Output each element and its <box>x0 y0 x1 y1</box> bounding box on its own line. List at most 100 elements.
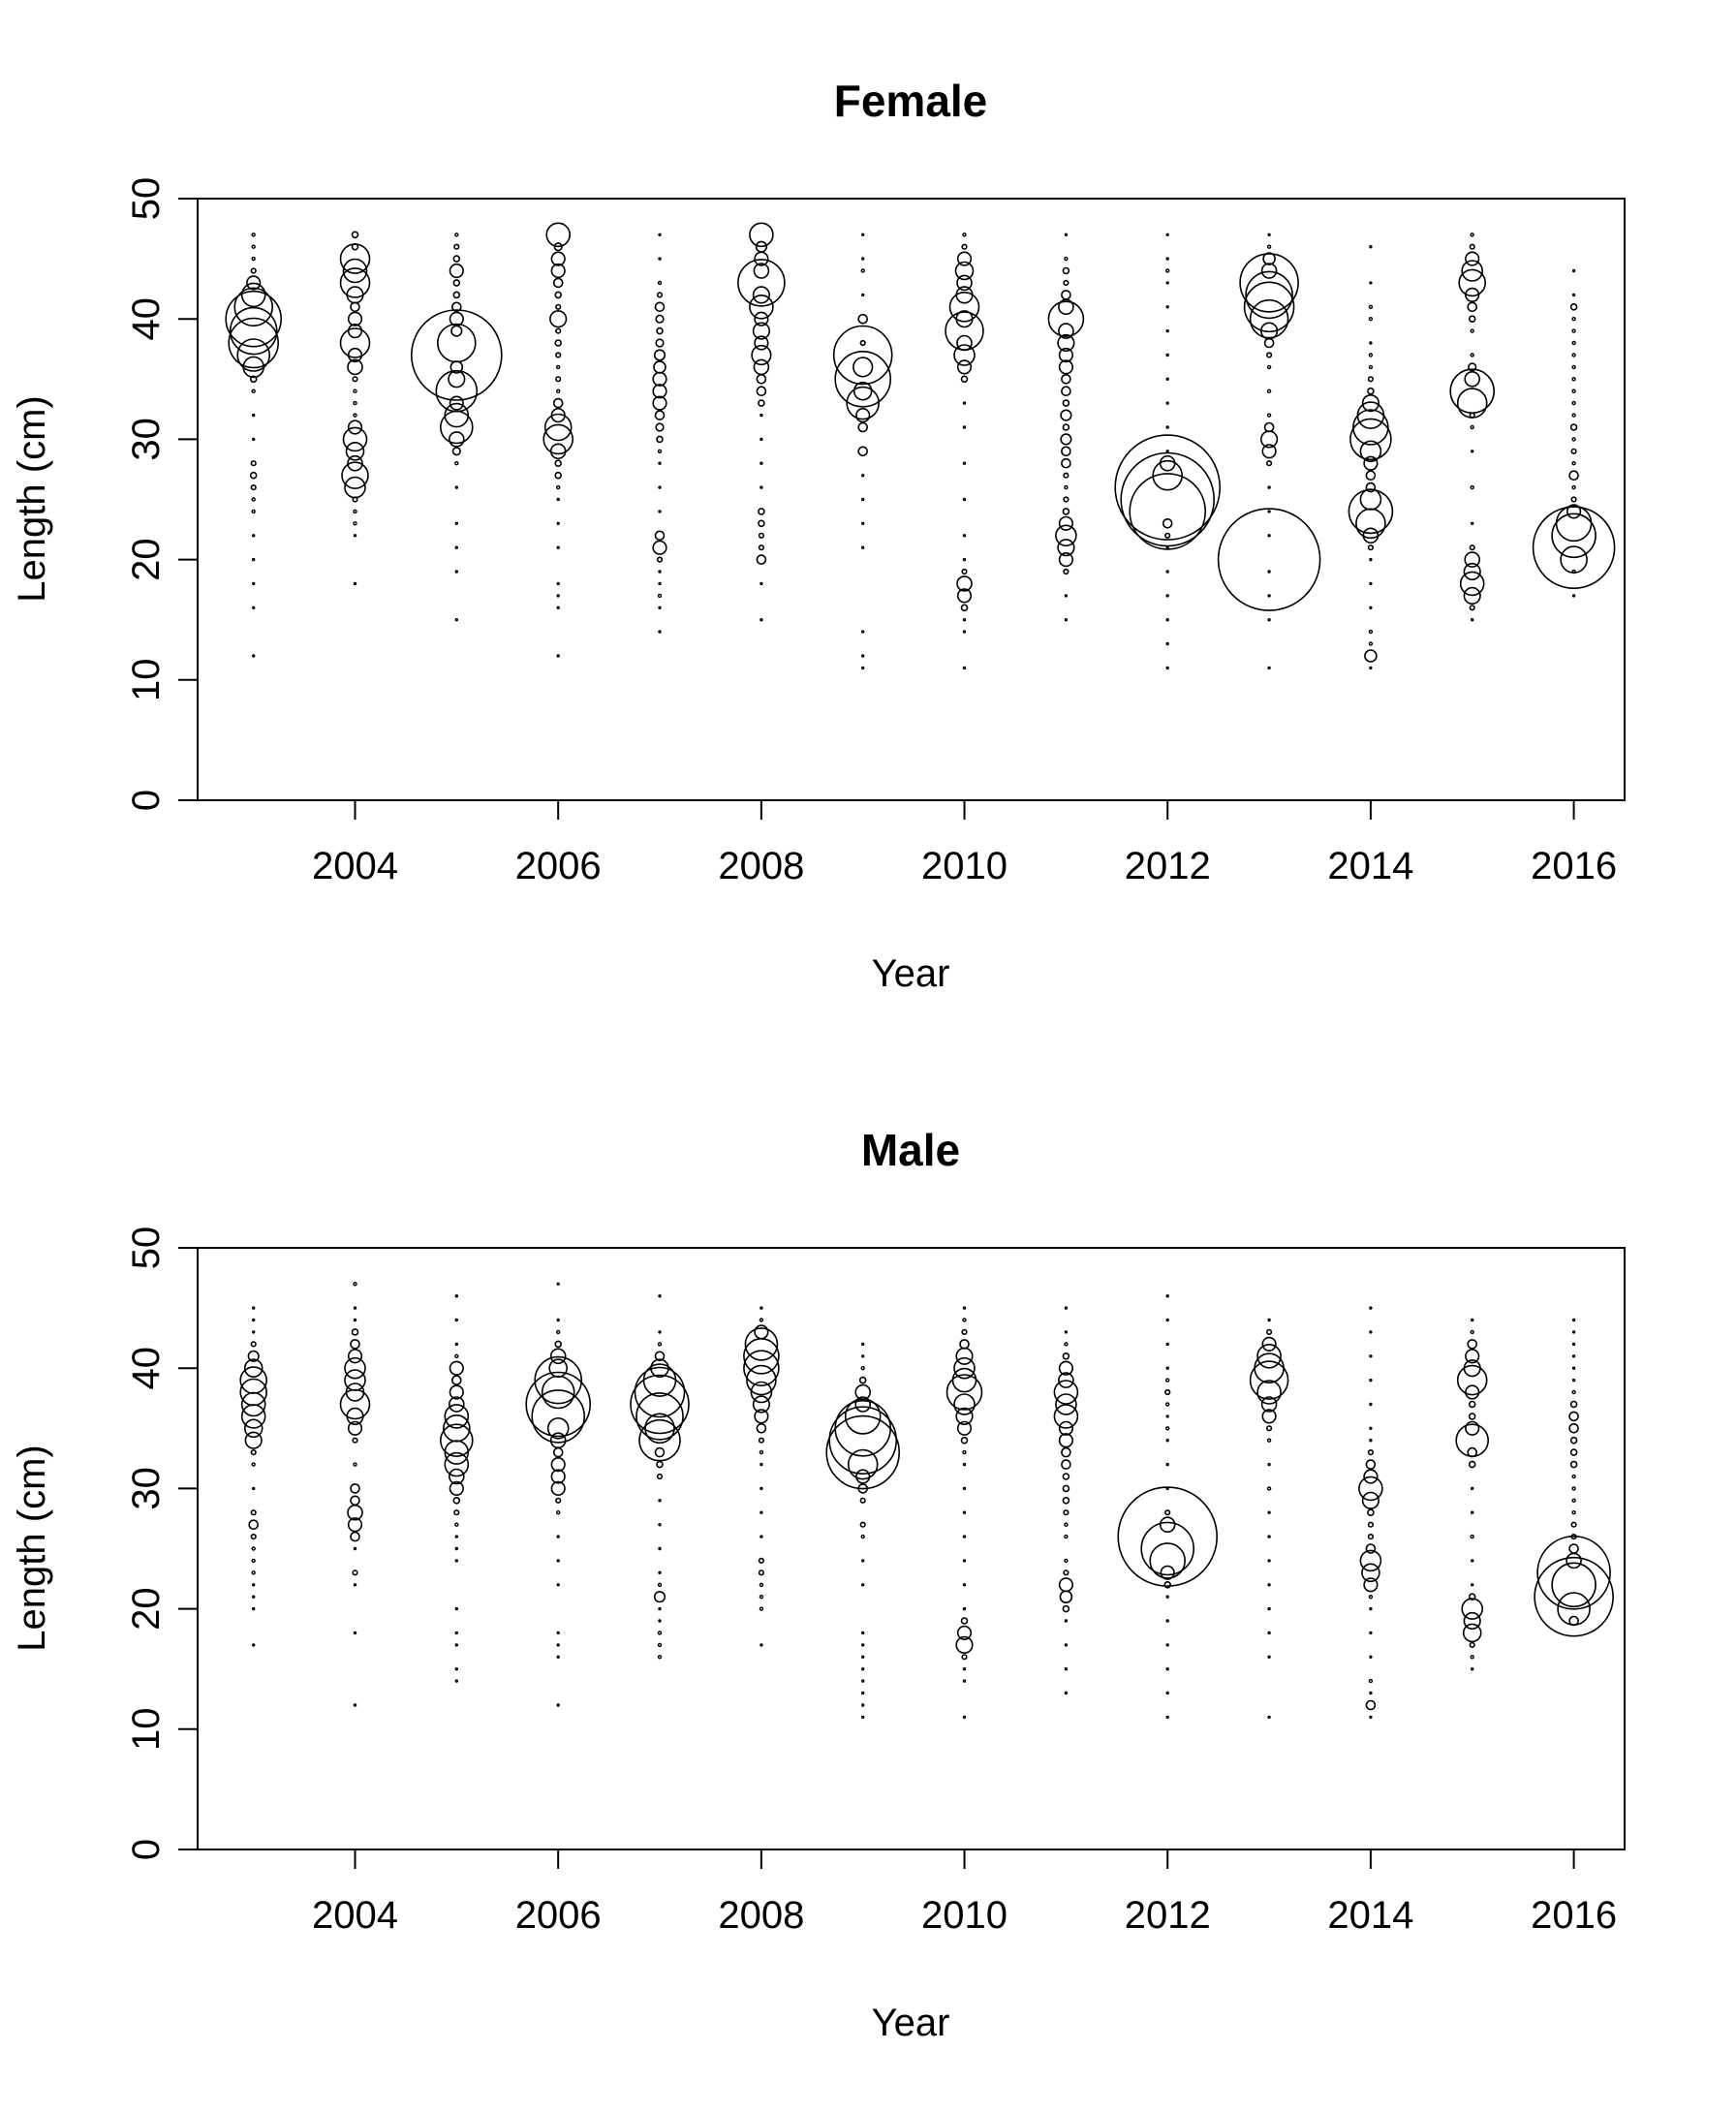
bubble-point <box>1570 1521 1577 1528</box>
bubble-point <box>656 556 664 563</box>
bubble-point <box>656 1460 664 1469</box>
bubble-point <box>246 275 262 291</box>
bubble-point <box>638 1418 681 1462</box>
bubble-point <box>342 426 368 452</box>
bubble-point <box>1470 1655 1474 1660</box>
bubble-point <box>542 423 574 455</box>
bubble-point <box>1061 1459 1071 1470</box>
bubble-point <box>1469 1641 1475 1648</box>
bubble-point <box>1262 252 1276 265</box>
bubble-point <box>1361 394 1380 413</box>
bubble-point <box>1165 1595 1169 1599</box>
bubble-point <box>852 357 874 378</box>
bubble-point <box>654 1351 666 1362</box>
y-tick-label: 10 <box>125 1708 168 1752</box>
bubble-point <box>1361 1563 1380 1583</box>
bubble-point <box>658 1293 662 1298</box>
bubble-point <box>758 519 765 528</box>
bubble-point <box>861 257 865 261</box>
bubble-point <box>243 1358 264 1378</box>
bubble-point <box>1470 1486 1474 1491</box>
bubble-point <box>1164 1388 1171 1396</box>
bubble-point <box>1165 1619 1169 1623</box>
bubble-point <box>1261 1336 1277 1352</box>
bubble-point <box>1458 268 1486 297</box>
bubble-point <box>1062 399 1070 407</box>
bubble-point <box>556 1583 560 1587</box>
bubble-point <box>1047 300 1085 338</box>
bubble-point <box>962 666 967 670</box>
bubble-point <box>239 1378 268 1407</box>
bubble-point <box>961 243 968 250</box>
bubble-point <box>760 1510 763 1514</box>
bubble-point <box>1058 347 1073 363</box>
bubble-point <box>861 1666 865 1671</box>
bubble-point <box>1064 1342 1069 1347</box>
bubble-point <box>1367 1533 1374 1540</box>
y-axis: 0 10 20 30 40 50 <box>125 177 198 811</box>
bubble-point <box>1462 1623 1482 1643</box>
bubble-point <box>1571 413 1576 418</box>
bubble-point <box>1551 513 1596 559</box>
bubble-point <box>1064 1330 1069 1334</box>
bubble-point <box>350 1531 360 1542</box>
bubble-point <box>1569 302 1578 311</box>
bubble-point <box>1164 1402 1170 1407</box>
bubble-point <box>962 461 967 465</box>
bubble-point <box>852 381 873 401</box>
bubble-point <box>1463 1611 1481 1631</box>
bubble-point <box>1165 594 1169 598</box>
bubble-point <box>962 1318 967 1322</box>
bubble-point <box>1361 1491 1380 1509</box>
bubble-point <box>760 1306 763 1310</box>
bubble-point <box>1267 594 1271 598</box>
bubble-point <box>1469 243 1475 250</box>
bubble-point <box>1571 353 1576 357</box>
bubble-point <box>1470 618 1474 622</box>
bubble-point <box>1571 1378 1576 1383</box>
bubble-point <box>857 313 869 325</box>
bubble-point <box>760 618 763 622</box>
bubble-point <box>1267 1655 1271 1660</box>
bubble-point <box>644 1413 675 1445</box>
bubble-point <box>252 1583 256 1587</box>
bubble-point <box>956 575 973 592</box>
bubble-point <box>352 376 358 383</box>
bubble-point <box>1359 488 1382 511</box>
bubble-point <box>656 326 664 335</box>
bubble-point <box>554 471 563 480</box>
bubble-point <box>636 1392 684 1441</box>
bubble-point <box>436 323 477 363</box>
bubble-point <box>1463 562 1481 581</box>
bubble-point <box>658 606 662 609</box>
bubble-point <box>556 545 560 549</box>
bubble-point <box>1560 545 1588 574</box>
bubble-point <box>553 242 563 252</box>
bubble-point <box>1063 1509 1070 1516</box>
bubble-point <box>1569 423 1578 431</box>
bubble-point <box>658 1619 662 1623</box>
bubble-point <box>1165 257 1169 261</box>
bubble-point <box>554 339 563 347</box>
bubble-point <box>657 1655 663 1660</box>
bubble-point <box>342 258 368 284</box>
bubble-point <box>410 309 503 401</box>
bubble-point <box>861 1583 865 1587</box>
bubble-point <box>454 1559 458 1563</box>
bubble-point <box>1470 1510 1474 1514</box>
bubble-point <box>251 233 256 237</box>
bubble-point <box>861 1703 865 1707</box>
bubble-point <box>543 413 573 442</box>
bubble-point <box>857 421 869 433</box>
bubble-point <box>1359 440 1382 463</box>
bubble-point <box>1551 1562 1596 1608</box>
bubble-point <box>454 1535 458 1538</box>
bubble-point <box>550 1480 566 1496</box>
bubble-point <box>1064 1666 1069 1671</box>
bubble-point <box>353 1318 357 1322</box>
bubble-point <box>1566 504 1582 519</box>
bubble-point <box>1570 496 1577 503</box>
bubble-point <box>1369 1691 1373 1695</box>
bubble-point <box>1468 1460 1476 1469</box>
bubble-point <box>1367 544 1374 551</box>
